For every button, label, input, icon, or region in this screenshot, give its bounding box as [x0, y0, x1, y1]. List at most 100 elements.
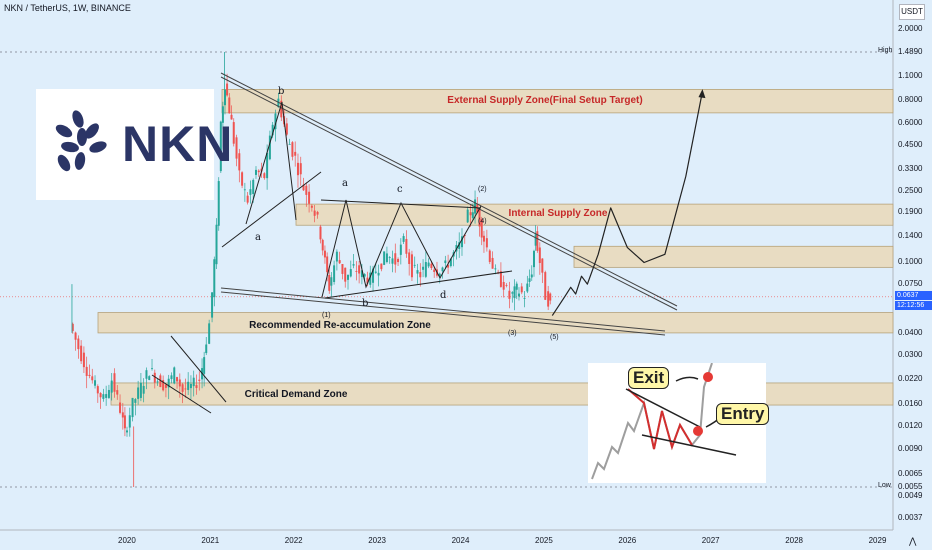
wave-label: c — [397, 184, 403, 195]
candle-body — [430, 263, 433, 269]
candle-body — [94, 380, 97, 386]
y-tick-label: 0.2500 — [898, 185, 923, 195]
candle-body — [230, 114, 233, 120]
candle-body — [88, 374, 91, 376]
candle-body — [302, 184, 305, 191]
candle-body — [328, 274, 331, 291]
x-tick-label: 2021 — [201, 536, 220, 545]
candle-body — [162, 380, 165, 391]
candle-body — [221, 106, 224, 123]
candle-body — [505, 285, 508, 286]
zone-box — [573, 245, 894, 268]
candle-body — [217, 181, 220, 226]
candle-body — [330, 277, 333, 286]
candle-body — [347, 274, 350, 280]
bar-countdown-label: 12:12:56 — [895, 300, 932, 310]
candle-body — [105, 394, 108, 398]
wave-label: (1) — [322, 312, 331, 319]
candle-body — [71, 323, 74, 331]
y-tick-label: 0.0220 — [898, 374, 923, 384]
candle-body — [291, 142, 294, 157]
candle-body — [156, 381, 159, 383]
wedge-bottom-line — [220, 291, 666, 336]
candle-body — [388, 257, 391, 258]
candle-body — [444, 260, 447, 264]
nkn-leaf-icon — [55, 110, 107, 172]
wave-label: a — [342, 178, 348, 189]
candle-body — [80, 345, 83, 362]
wave-a-b — [245, 101, 297, 225]
candle-body — [449, 258, 452, 267]
candle-body — [181, 384, 184, 392]
candle-body — [526, 283, 529, 292]
candle-body — [366, 277, 369, 284]
candle-body — [167, 378, 170, 388]
candle-body — [82, 352, 85, 368]
candle-body — [238, 153, 241, 171]
wedge-top-line — [220, 76, 678, 311]
wave-label: a — [255, 232, 261, 243]
y-tick-label: 0.0049 — [898, 490, 923, 500]
zone-label: External Supply Zone(Final Setup Target) — [447, 95, 643, 107]
candle-body — [499, 271, 502, 287]
candle-body — [113, 373, 116, 392]
y-tick-label: 0.0300 — [898, 350, 923, 360]
tradingview-icon[interactable]: ⋀ — [909, 536, 917, 546]
wave-label: (3) — [508, 330, 517, 337]
inset-diagram — [591, 363, 737, 480]
candle-body — [485, 238, 488, 248]
candle-body — [249, 189, 252, 195]
candle-body — [491, 257, 494, 269]
candle-body — [360, 270, 363, 278]
zone-box — [97, 312, 894, 334]
candle-body — [413, 264, 416, 266]
candle-body — [203, 357, 206, 374]
candle-body — [355, 271, 358, 272]
y-tick-label: 0.0037 — [898, 512, 923, 522]
wave-label: b — [362, 298, 369, 309]
candle-body — [530, 274, 533, 278]
candle-body — [458, 242, 461, 249]
candle-body — [391, 258, 394, 264]
candle-body — [377, 272, 380, 276]
currency-button[interactable]: USDT — [899, 4, 925, 20]
candle-body — [184, 388, 187, 390]
x-tick-label: 2029 — [868, 536, 887, 545]
x-tick-label: 2020 — [118, 536, 136, 545]
candle-body — [102, 394, 105, 399]
y-tick-label: 0.0160 — [898, 399, 923, 409]
wave-label: (2) — [478, 186, 487, 193]
candle-body — [374, 271, 377, 273]
candle-body — [405, 238, 408, 254]
candle-body — [280, 100, 283, 118]
candle-body — [363, 274, 366, 277]
entry-callout: Entry — [716, 403, 770, 425]
candle-body — [205, 344, 208, 354]
y-tick-label: 0.0090 — [898, 443, 923, 453]
candle-body — [145, 370, 148, 379]
candle-body — [520, 286, 523, 293]
candle-body — [266, 152, 269, 179]
y-tick-label: 0.0120 — [898, 421, 923, 431]
candle-body — [85, 366, 88, 376]
wedge-bottom-line — [220, 287, 666, 332]
trend-line — [170, 335, 227, 403]
entry-exit-inset: Exit Entry — [588, 363, 770, 483]
y-tick-label: 0.1900 — [898, 206, 923, 216]
candle-body — [137, 387, 140, 399]
candle-body — [91, 376, 94, 381]
wedge-top-line — [220, 72, 678, 307]
candle-body — [319, 226, 322, 240]
candle-body — [383, 251, 386, 265]
candle-body — [153, 372, 156, 383]
candle-body — [433, 269, 436, 272]
candle-body — [419, 272, 422, 278]
exit-callout: Exit — [628, 367, 670, 389]
candle-body — [422, 266, 425, 270]
candle-body — [310, 205, 313, 208]
zone-box — [295, 203, 894, 226]
candle-body — [528, 278, 531, 282]
candle-body — [128, 415, 131, 428]
